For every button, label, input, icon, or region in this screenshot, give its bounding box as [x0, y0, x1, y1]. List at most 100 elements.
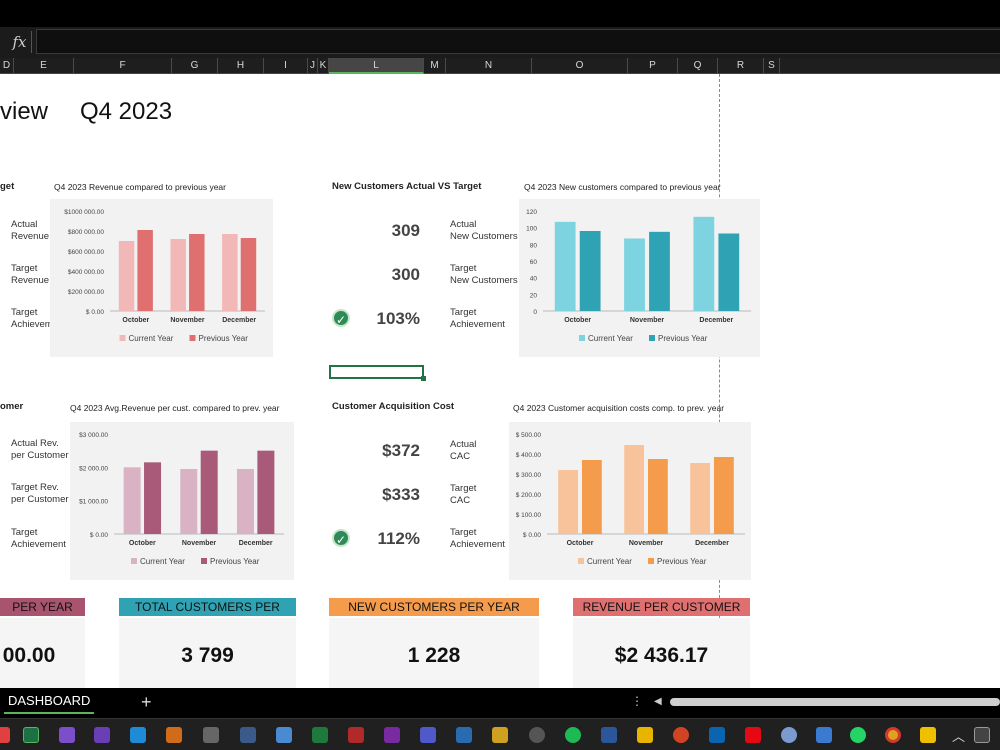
cac-chart-svg: $ 500.00 $ 400.00 $ 300.00 $ 200.00 $ 100.00…	[516, 432, 745, 566]
app-icon[interactable]	[166, 727, 182, 743]
revenue-chart[interactable]: $1000 000.00 $800 000.00 $600 000.00 $400 0…	[50, 199, 273, 357]
y-tick-label: $ 0.00	[86, 309, 104, 316]
sheet-tab-dashboard[interactable]: DASHBOARD	[4, 690, 95, 714]
network-icon[interactable]	[974, 727, 990, 743]
app-icon[interactable]	[816, 727, 832, 743]
column-header[interactable]: D	[0, 58, 14, 74]
y-tick-label: $1 000.00	[79, 499, 108, 506]
kpi-card	[329, 618, 539, 688]
access-icon[interactable]	[348, 727, 364, 743]
insert-function-button[interactable]: fx	[8, 31, 32, 53]
column-header[interactable]: H	[218, 58, 264, 74]
column-header[interactable]: M	[424, 58, 446, 74]
y-tick-label: $ 0.00	[90, 532, 108, 539]
revenue-section-title: get	[0, 181, 15, 192]
x-tick-label: October	[122, 317, 149, 324]
x-tick-label: October	[567, 540, 594, 547]
sticky-notes-icon[interactable]	[920, 727, 936, 743]
cac-row-label: Target Achievement	[450, 527, 505, 550]
y-tick-label: $ 100.00	[516, 512, 542, 519]
visual-studio-icon[interactable]	[59, 727, 75, 743]
kpi-title: PER YEAR	[0, 598, 85, 616]
column-header[interactable]: E	[14, 58, 74, 74]
column-header[interactable]: J	[308, 58, 318, 74]
column-header[interactable]: I	[264, 58, 308, 74]
scrollbar-thumb[interactable]	[670, 698, 1000, 706]
cac-section-title: Customer Acquisition Cost	[332, 401, 455, 412]
column-header[interactable]: P	[628, 58, 678, 74]
word-icon[interactable]	[601, 727, 617, 743]
y-tick-label: $3 000.00	[79, 432, 108, 439]
add-sheet-button[interactable]: +	[141, 692, 152, 712]
chart-title: Q4 2023 Revenue compared to previous yea…	[54, 182, 226, 192]
powerpoint-icon[interactable]	[673, 727, 689, 743]
chart-title: Q4 2023 Avg.Revenue per cust. compared t…	[70, 403, 280, 413]
powerbi-icon[interactable]	[637, 727, 653, 743]
avg-revenue-chart[interactable]: $3 000.00 $2 000.00 $1 000.00 $ 0.00 October…	[70, 422, 294, 580]
vscode-icon[interactable]	[130, 727, 146, 743]
spotify-icon[interactable]	[565, 727, 581, 743]
bar-current-year	[690, 463, 711, 534]
dashboard-title: view	[0, 98, 49, 125]
netflix-icon[interactable]	[745, 727, 761, 743]
settings-icon[interactable]	[529, 727, 545, 743]
legend-swatch	[579, 335, 585, 341]
chrome-icon[interactable]	[885, 727, 901, 743]
column-header[interactable]: R	[718, 58, 764, 74]
whatsapp-icon[interactable]	[850, 727, 866, 743]
visual-studio-icon[interactable]	[94, 727, 110, 743]
excel-icon[interactable]	[23, 727, 39, 743]
kpi-title: REVENUE PER CUSTOMER	[573, 598, 750, 616]
app-icon[interactable]	[781, 727, 797, 743]
column-header-row: D E F G H I J K L M N O P Q R S	[0, 58, 1000, 74]
bar-current-year	[624, 445, 645, 534]
column-header[interactable]: S	[764, 58, 780, 74]
y-tick-label: $ 500.00	[516, 432, 542, 439]
horizontal-scrollbar[interactable]: ◀	[652, 696, 1000, 708]
column-header[interactable]: F	[74, 58, 172, 74]
cac-row-label: Actual CAC	[450, 439, 477, 462]
x-tick-label: November	[630, 317, 665, 324]
chart-title: Q4 2023 Customer acquisition costs comp.…	[513, 403, 725, 413]
taskbar: ︿	[0, 718, 1000, 750]
worksheet[interactable]: view Q4 2023 get Actual Revenue Target R…	[0, 74, 1000, 688]
app-icon[interactable]	[240, 727, 256, 743]
y-tick-label: 60	[530, 259, 538, 266]
bar-current-year	[693, 216, 715, 311]
column-header[interactable]: G	[172, 58, 218, 74]
bar-previous-year	[257, 450, 275, 534]
revenue-row-label: Target Revenue	[11, 263, 50, 286]
onenote-icon[interactable]	[384, 727, 400, 743]
app-icon[interactable]	[456, 727, 472, 743]
column-header-selected[interactable]: L	[329, 58, 424, 74]
more-options-icon[interactable]: ⋮	[631, 694, 643, 708]
new-customers-chart[interactable]: 120 100 80 60 40 20 0 October November December Cu…	[519, 199, 760, 357]
app-icon[interactable]	[276, 727, 292, 743]
teams-icon[interactable]	[420, 727, 436, 743]
app-icon[interactable]	[203, 727, 219, 743]
cac-chart[interactable]: $ 500.00 $ 400.00 $ 300.00 $ 200.00 $ 100.00…	[509, 422, 751, 580]
ribbon-area	[0, 0, 1000, 27]
formula-input[interactable]	[36, 29, 1000, 54]
customers-row-label: Target Achievement	[450, 307, 505, 330]
kpi-card	[119, 618, 296, 688]
selected-cell[interactable]	[329, 365, 426, 381]
column-header[interactable]: N	[446, 58, 532, 74]
kpi-title: NEW CUSTOMERS PER YEAR	[329, 598, 539, 616]
cac-achievement-value: 112%	[377, 529, 420, 548]
app-icon[interactable]	[0, 727, 10, 743]
column-header[interactable]: K	[318, 58, 329, 74]
app-icon[interactable]	[492, 727, 508, 743]
outlook-icon[interactable]	[709, 727, 725, 743]
kpi-value: 3 799	[181, 644, 234, 667]
column-header[interactable]: Q	[678, 58, 718, 74]
bar-current-year	[236, 469, 254, 534]
bar-previous-year	[200, 450, 218, 534]
project-icon[interactable]	[312, 727, 328, 743]
column-header[interactable]: O	[532, 58, 628, 74]
legend-swatch	[131, 558, 137, 564]
chevron-up-icon[interactable]: ︿	[952, 729, 966, 744]
y-tick-label: $ 300.00	[516, 472, 542, 479]
bar-current-year	[624, 238, 645, 311]
scroll-left-icon[interactable]: ◀	[654, 696, 662, 707]
